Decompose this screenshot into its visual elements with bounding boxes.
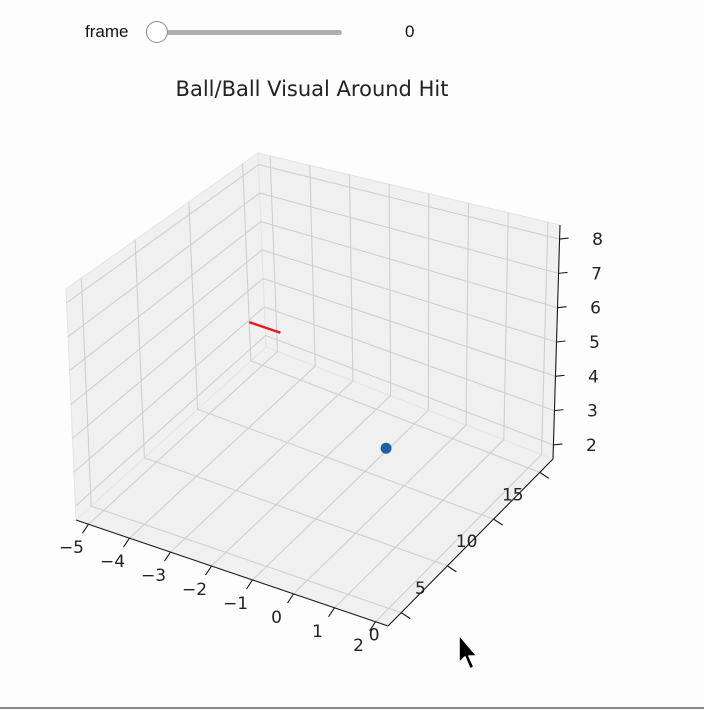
z-tick — [557, 306, 567, 309]
x-tick — [369, 621, 376, 632]
x-tick-label: −4 — [100, 552, 125, 572]
x-gridline-floor — [293, 424, 467, 595]
z-gridline — [72, 277, 556, 439]
x-tick-label: −1 — [223, 594, 248, 614]
z-gridline — [66, 164, 560, 304]
z-tick — [555, 374, 565, 377]
mouse-cursor-icon — [458, 634, 478, 670]
z-tick-label: 4 — [588, 367, 599, 387]
z-tick-label: 8 — [592, 230, 603, 250]
ball-point — [380, 442, 392, 454]
x-gridline-floor — [334, 439, 505, 609]
y-tick-label: 0 — [369, 626, 380, 646]
y-tick-label: 5 — [415, 579, 426, 599]
z-tick — [554, 409, 564, 412]
x-tick-label: −5 — [59, 538, 84, 558]
z-gridline — [69, 220, 558, 372]
x-tick — [123, 537, 130, 548]
x-gridline-floor — [129, 365, 316, 539]
z-tick-label: 3 — [587, 402, 598, 422]
chart-marks — [248, 320, 392, 454]
y-tick-label: 15 — [502, 485, 524, 505]
y-tick — [539, 471, 550, 479]
x-gridline-floor — [88, 351, 278, 525]
y-gridline-floor — [144, 457, 448, 567]
z-tick-label: 6 — [590, 299, 601, 319]
z-gridline — [70, 249, 557, 405]
x-tick-label: −2 — [182, 580, 207, 600]
y-gridline-floor — [250, 360, 540, 473]
y-gridline-floor — [91, 505, 402, 614]
y-axis-line — [387, 458, 554, 627]
y-tick — [493, 518, 503, 526]
slider-value: 0 — [405, 22, 415, 41]
z-tick-label: 2 — [586, 436, 597, 456]
z-gridline — [67, 192, 559, 338]
chart-panes — [65, 152, 561, 627]
z-tick-label: 7 — [591, 264, 602, 284]
slider-label: frame — [85, 22, 129, 41]
chart-title: Ball/Ball Visual Around Hit — [176, 77, 449, 101]
x-axis-line — [75, 519, 389, 627]
z-gridline — [73, 306, 555, 473]
x-gridline-floor — [252, 409, 429, 581]
chart-gridlines — [66, 155, 560, 623]
bottom-divider — [0, 707, 704, 709]
z-tick — [553, 443, 563, 446]
x-tick-label: 2 — [353, 636, 364, 656]
slider-handle[interactable] — [146, 21, 168, 43]
y-tick — [447, 565, 457, 573]
x-gridline-floor — [375, 454, 542, 623]
x-tick — [82, 523, 89, 534]
x-tick — [205, 565, 212, 576]
x-tick-label: −3 — [141, 566, 166, 586]
z-gridline — [75, 334, 554, 507]
z-tick-label: 5 — [589, 333, 600, 353]
x-gridline-floor — [211, 395, 392, 567]
z-tick — [558, 271, 568, 274]
x-tick — [287, 593, 294, 604]
y-tick — [400, 612, 411, 620]
x-tick-label: 0 — [271, 608, 282, 628]
y-gridline-floor — [197, 408, 494, 520]
x-tick-label: 1 — [312, 622, 323, 642]
slider-track[interactable] — [158, 30, 342, 35]
x-gridline-floor — [170, 380, 354, 553]
z-tick — [559, 237, 569, 240]
frame-slider-widget: frame 0 — [0, 0, 704, 64]
y-tick-label: 10 — [456, 532, 478, 552]
x-tick — [164, 551, 171, 562]
red-line-trace — [248, 320, 281, 334]
x-tick — [328, 607, 335, 618]
z-tick — [556, 340, 566, 343]
x-tick — [246, 579, 253, 590]
